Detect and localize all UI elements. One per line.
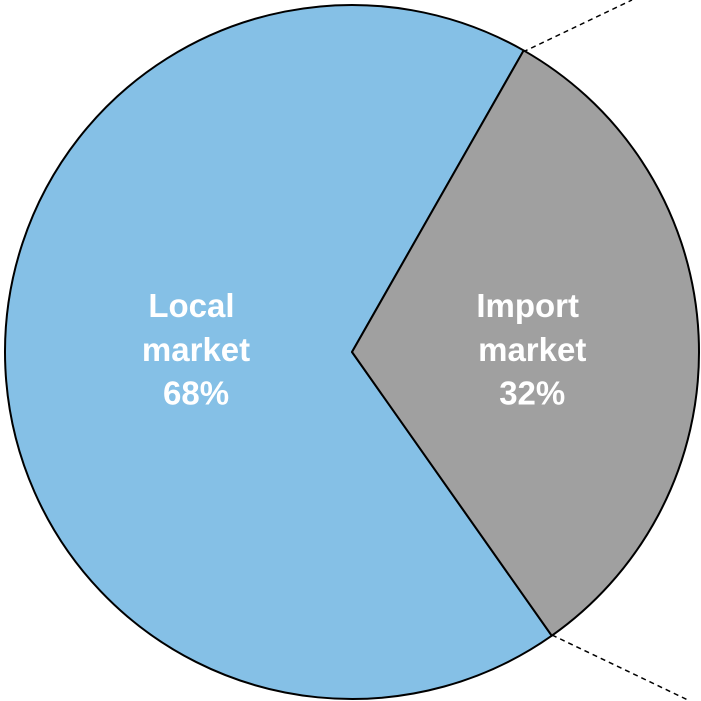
- slice-name: Local market: [142, 287, 250, 368]
- pie: [4, 4, 700, 700]
- labels: Local market 68% Import market 32%: [142, 287, 588, 412]
- pie-slice: [4, 4, 553, 700]
- leader-line: [522, 0, 633, 53]
- pie-slice: [351, 49, 700, 637]
- slice-value: 68%: [163, 375, 229, 412]
- slice-name: Import market: [476, 287, 588, 368]
- leader-line: [551, 634, 691, 701]
- slice-value: 32%: [499, 375, 565, 412]
